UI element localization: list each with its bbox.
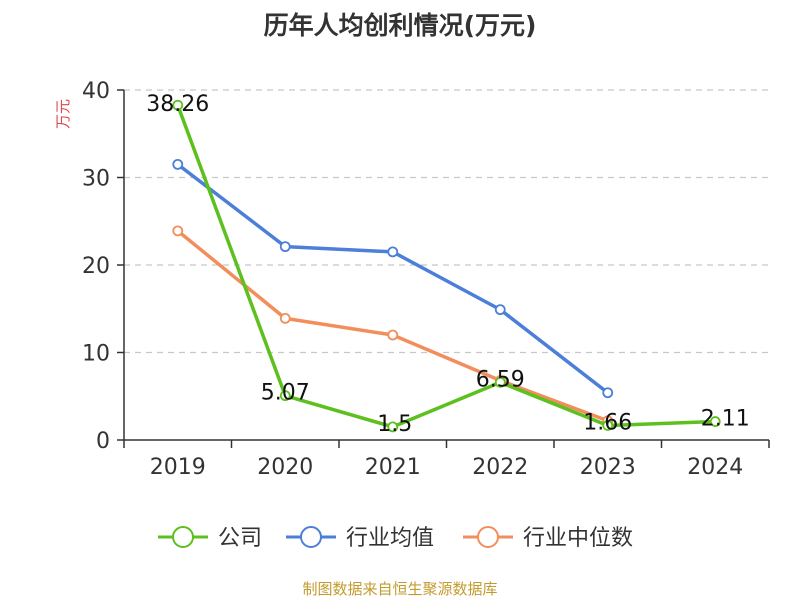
data-point: [602, 387, 614, 399]
y-tick-label: 40: [82, 79, 110, 104]
series-lines: [172, 99, 721, 433]
series-line: [176, 104, 716, 429]
legend-item: 行业均值: [286, 526, 434, 551]
data-label: 38.26: [146, 92, 209, 117]
chart-title: 历年人均创利情况(万元): [263, 11, 537, 40]
data-label: 1.5: [377, 412, 412, 437]
data-label: 6.59: [476, 367, 525, 392]
legend: 公司 行业均值 行业中位数: [158, 526, 633, 551]
legend-item: 公司: [158, 526, 262, 551]
data-point: [387, 421, 399, 433]
data-point: [279, 390, 291, 402]
data-point: [279, 312, 291, 324]
legend-marker: [300, 526, 322, 548]
data-point: [494, 304, 506, 316]
x-tick-label: 2021: [365, 455, 421, 480]
data-label: 2.11: [701, 407, 750, 432]
legend-label: 行业中位数: [523, 526, 633, 551]
legend-marker: [172, 526, 194, 548]
data-point: [709, 416, 721, 427]
data-point: [387, 246, 399, 258]
x-tick-label: 2020: [257, 455, 313, 480]
data-labels: 38.26 5.07 1.5 6.59 1.66 2.11: [146, 92, 749, 437]
x-tick-label: 2023: [580, 455, 636, 480]
legend-marker: [477, 526, 499, 548]
legend-label: 公司: [218, 526, 262, 551]
source-footer: 制图数据来自恒生聚源数据库: [302, 580, 498, 598]
data-label: 5.07: [261, 381, 310, 406]
y-tick-label: 20: [82, 254, 110, 279]
x-tick-label: 2022: [472, 455, 528, 480]
series-line: [176, 229, 609, 423]
data-point: [387, 329, 399, 341]
data-point: [602, 420, 614, 431]
y-tick-label: 10: [82, 342, 110, 367]
data-point: [172, 158, 184, 170]
legend-item: 行业中位数: [463, 526, 633, 551]
grid-lines: [124, 89, 769, 354]
x-tick-label: 2019: [150, 455, 206, 480]
data-point: [172, 99, 184, 111]
x-tick-label: 2024: [687, 455, 743, 480]
data-point: [279, 241, 291, 253]
data-point: [494, 376, 506, 388]
axes: 0 10 20 30 40 2019 2020 2021 2022 2023 2024: [82, 79, 770, 480]
legend-label: 行业均值: [346, 526, 434, 551]
y-tick-label: 0: [96, 429, 110, 454]
y-tick-label: 30: [82, 167, 110, 192]
data-label: 1.66: [583, 410, 632, 435]
data-point: [172, 225, 184, 237]
